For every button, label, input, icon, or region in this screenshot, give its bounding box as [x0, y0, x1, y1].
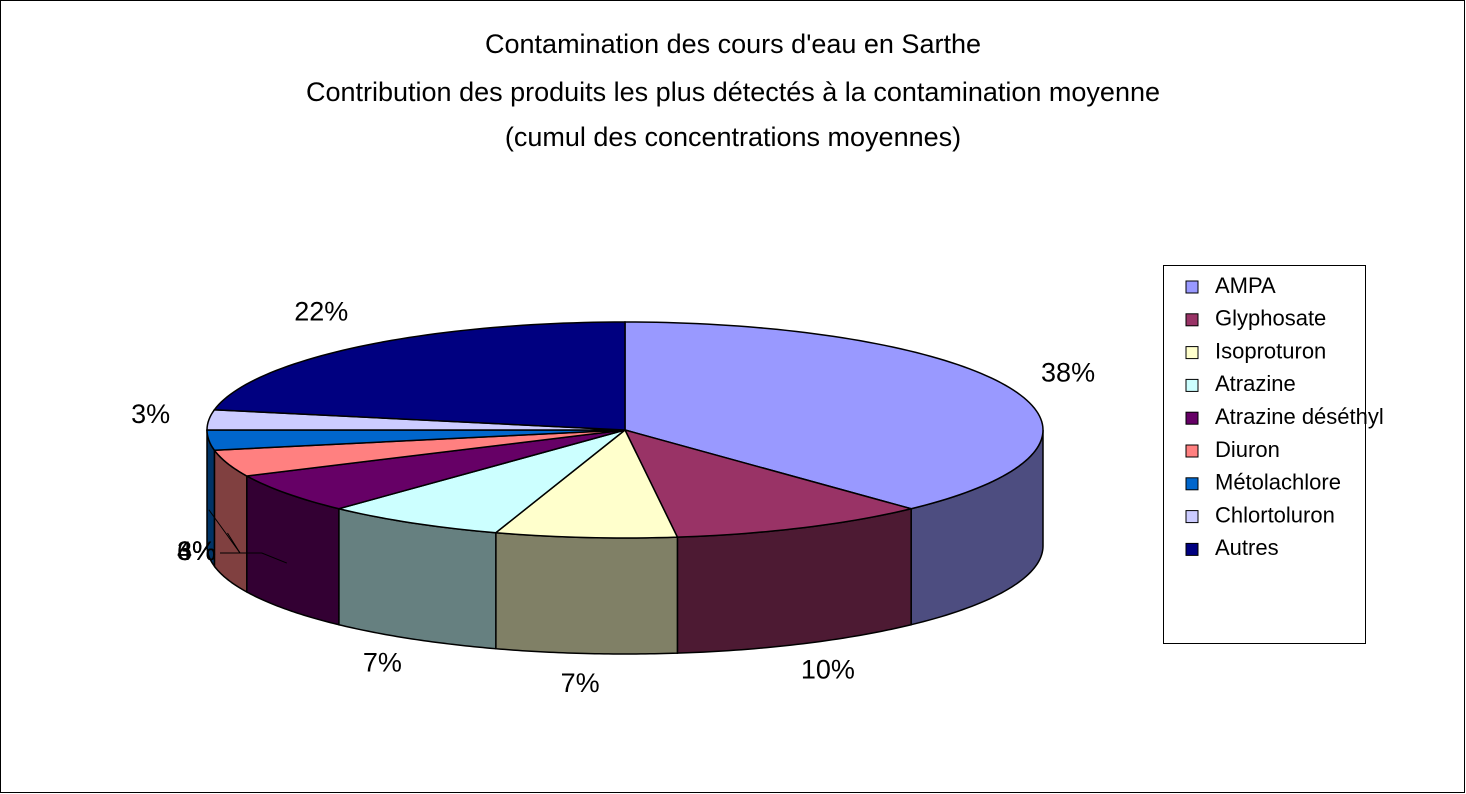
- legend-swatch: [1185, 378, 1199, 392]
- legend-swatch: [1185, 411, 1199, 425]
- data-label: 7%: [363, 648, 402, 678]
- legend-label: Isoproturon: [1215, 338, 1326, 363]
- chart-title: Contribution des produits les plus détec…: [306, 77, 1160, 107]
- legend-swatch: [1185, 444, 1199, 458]
- slice: [338, 429, 626, 534]
- legend-label: AMPA: [1215, 273, 1276, 298]
- legend-label: Autres: [1215, 535, 1279, 560]
- legend-label: Diuron: [1215, 437, 1280, 462]
- chart-title: (cumul des concentrations moyennes): [505, 122, 961, 152]
- data-label: 4%: [177, 536, 216, 566]
- slice: [623, 428, 912, 538]
- leader-line: [208, 509, 241, 554]
- slice: [212, 321, 626, 431]
- legend-swatch: [1185, 313, 1199, 327]
- legend-swatch: [1185, 477, 1199, 491]
- legend-label: Métolachlore: [1215, 470, 1341, 495]
- data-label: 3%: [177, 536, 216, 566]
- legend-label: Glyphosate: [1215, 306, 1326, 331]
- legend-label: Chlortoluron: [1215, 502, 1335, 527]
- data-label: 3%: [131, 399, 170, 429]
- slice-side: [495, 531, 679, 655]
- slice: [624, 321, 1044, 510]
- data-label: 10%: [801, 654, 855, 684]
- legend-swatch: [1185, 346, 1199, 360]
- legend-swatch: [1185, 510, 1199, 524]
- legend-label: Atrazine: [1215, 371, 1296, 396]
- slice: [244, 429, 626, 510]
- legend-swatch: [1185, 280, 1199, 294]
- legend-label: Atrazine déséthyl: [1215, 404, 1384, 429]
- data-label: 6%: [177, 536, 216, 566]
- slice: [493, 428, 679, 539]
- slice: [206, 429, 626, 452]
- slice: [212, 429, 626, 477]
- legend-swatch: [1185, 542, 1199, 556]
- chart-title: Contamination des cours d'eau en Sarthe: [485, 29, 981, 59]
- data-label: 22%: [294, 297, 348, 327]
- data-label: 7%: [561, 668, 600, 698]
- data-label: 38%: [1041, 357, 1095, 387]
